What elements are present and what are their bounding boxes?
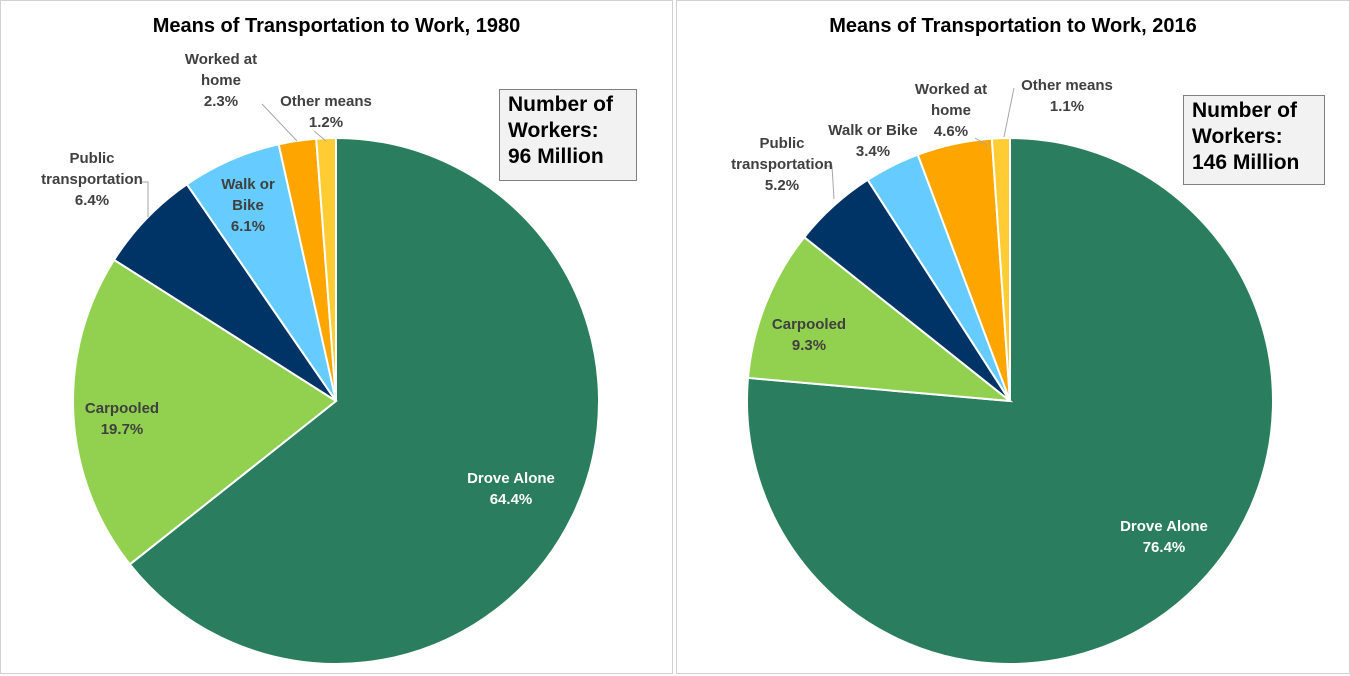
leader-line xyxy=(261,103,298,142)
leader-line xyxy=(140,181,149,217)
workers-count-box: Number of Workers: 146 Million xyxy=(1183,95,1325,185)
workers-box-line: Workers: xyxy=(508,119,599,142)
workers-box-line: Number of xyxy=(1192,99,1297,122)
chart-title: Means of Transportation to Work, 1980 xyxy=(152,15,521,37)
chart-panel-2016: Means of Transportation to Work, 2016 Dr… xyxy=(676,0,1350,674)
data-label-carpooled: Carpooled 9.3% xyxy=(772,316,846,354)
workers-box-line: 96 Million xyxy=(508,145,604,168)
leader-line xyxy=(1003,87,1015,138)
data-label-drove-alone: Drove Alone 64.4% xyxy=(467,470,555,508)
chart-panel-1980: Means of Transportation to Work, 1980 Dr… xyxy=(0,0,673,674)
pie-slice-carpooled xyxy=(746,235,1014,403)
pie-slice-drove-alone xyxy=(128,136,600,665)
leader-line xyxy=(974,137,988,146)
data-label-walk-or-bike: Walk or Bike 3.4% xyxy=(828,122,917,160)
pie-chart-2016: Drove Alone 76.4% Carpooled 9.3% Public trans… xyxy=(731,77,1274,665)
data-label-worked-at-home: Worked at home 2.3% xyxy=(185,51,257,110)
pie-slice-other-means xyxy=(315,136,337,402)
pie-slice-carpooled xyxy=(72,258,338,566)
data-label-public-transportation: Public transportation 6.4% xyxy=(41,150,143,209)
data-label-other-means: Other means 1.1% xyxy=(1021,77,1113,115)
data-label-worked-at-home: Worked at home 4.6% xyxy=(915,81,987,140)
workers-count-box: Number of Workers: 96 Million xyxy=(499,89,637,181)
workers-box-line: 146 Million xyxy=(1192,151,1300,174)
leader-line xyxy=(824,165,835,200)
data-label-public-transportation: Public transportation 5.2% xyxy=(731,135,833,194)
leader-line xyxy=(313,130,327,142)
chart-title: Means of Transportation to Work, 2016 xyxy=(829,15,1197,37)
workers-box-line: Number of xyxy=(508,93,613,116)
data-label-drove-alone: Drove Alone 76.4% xyxy=(1120,518,1208,556)
pie-slice-other-means xyxy=(990,136,1011,402)
data-label-other-means: Other means 1.2% xyxy=(280,93,372,131)
pie-chart-1980: Drove Alone 64.4% Carpooled 19.7% Public tran… xyxy=(41,51,600,665)
data-label-carpooled: Carpooled 19.7% xyxy=(85,400,159,438)
data-label-walk-or-bike: Walk or Bike 6.1% xyxy=(221,176,275,235)
workers-box-line: Workers: xyxy=(1192,125,1283,148)
